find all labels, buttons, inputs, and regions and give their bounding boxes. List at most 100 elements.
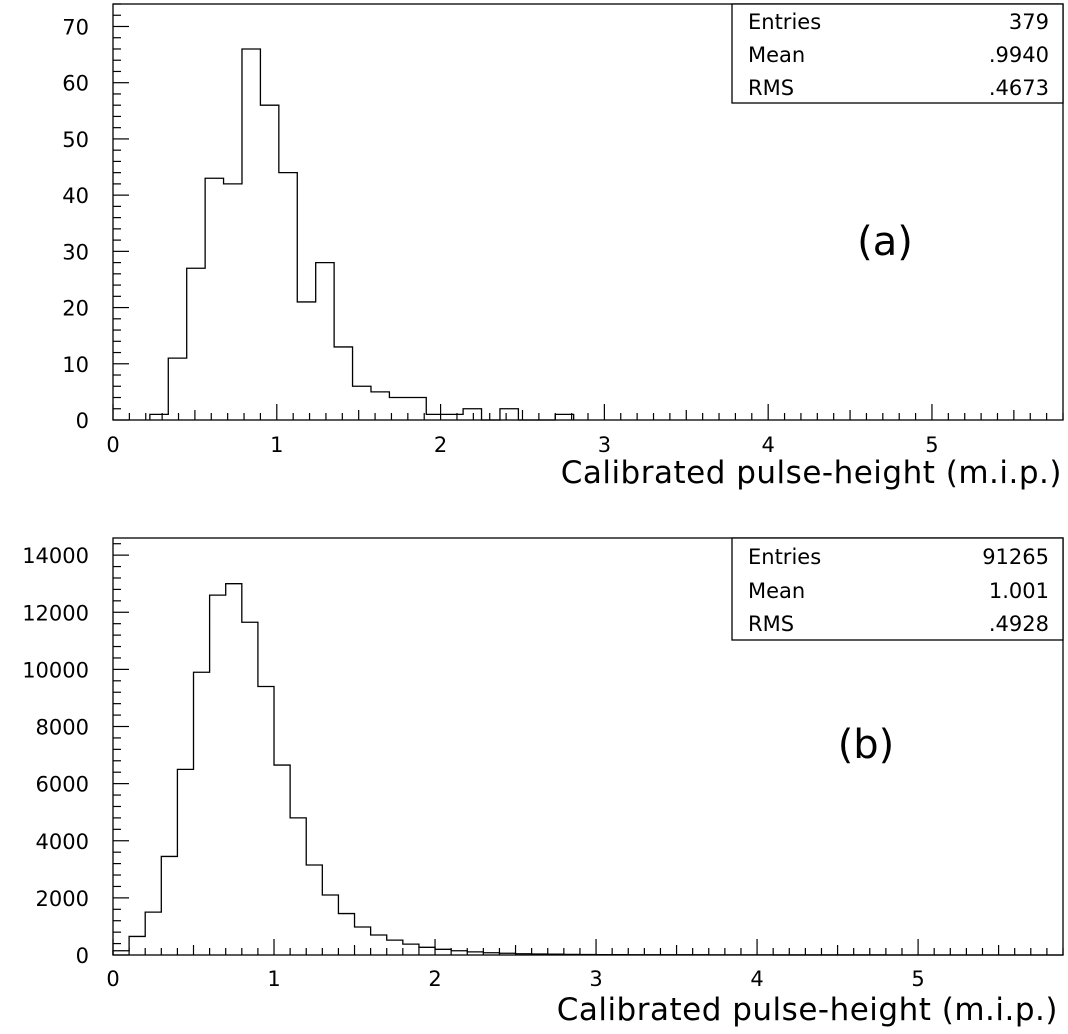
stat-entries-value: 91265 (982, 545, 1049, 569)
histogram-bar (419, 947, 435, 955)
y-tick-label: 60 (62, 72, 89, 96)
x-tick-label: 5 (925, 433, 938, 457)
y-tick-label: 6000 (36, 773, 89, 797)
stat-rms-label: RMS (748, 76, 794, 100)
x-axis-label: Calibrated pulse-height (m.i.p.) (557, 992, 1058, 1028)
histogram-bar (387, 940, 403, 955)
histogram-bar (274, 765, 290, 955)
histogram-bar (499, 953, 515, 955)
histogram-bar (242, 49, 260, 420)
histogram-bar (564, 954, 580, 955)
y-tick-label: 0 (76, 409, 89, 433)
histogram-bar (150, 414, 168, 420)
stat-mean-label: Mean (748, 579, 805, 603)
stat-entries-value: 379 (1009, 10, 1049, 34)
histogram-bar (334, 347, 352, 420)
histogram-bar (451, 951, 467, 955)
histogram-bar (516, 954, 532, 955)
histogram-bar (187, 268, 205, 420)
x-tick-label: 4 (761, 433, 774, 457)
histogram-bar (353, 386, 371, 420)
histogram-bar (226, 584, 242, 955)
histogram-bar (445, 414, 463, 420)
histogram-bar (483, 953, 499, 955)
stats-box: Entries 91265 Mean 1.001 RMS .4928 (731, 537, 1064, 641)
histogram-bar (297, 302, 315, 420)
histogram-bar (290, 818, 306, 955)
y-tick-label: 40 (62, 184, 89, 208)
x-tick-label: 1 (267, 967, 280, 991)
histogram-bar (389, 398, 407, 420)
stat-rms-label: RMS (748, 612, 794, 636)
y-tick-label: 8000 (36, 716, 89, 740)
x-axis-label: Calibrated pulse-height (m.i.p.) (561, 455, 1062, 491)
histogram-bar (532, 954, 548, 955)
y-tick-label: 20 (62, 297, 89, 321)
histogram-bar (580, 954, 596, 955)
x-tick-label: 2 (434, 433, 447, 457)
histogram-bar (224, 184, 242, 420)
histogram-bar (322, 895, 338, 955)
histogram-bar (500, 409, 518, 420)
stat-rms-value: .4673 (989, 76, 1049, 100)
panel-b: 0 1 2 3 4 5 0 2000 4000 6000 8000 10000 12000 14000 Ca… (22, 537, 1064, 1028)
histogram-bar (145, 912, 161, 955)
histogram-bar (194, 672, 210, 955)
y-tick-label: 10 (62, 353, 89, 377)
stat-mean-value: 1.001 (989, 579, 1049, 603)
histogram-bar (260, 105, 278, 420)
histogram-bar (371, 935, 387, 955)
y-tick-label: 14000 (22, 544, 89, 568)
y-tick-label: 0 (76, 944, 89, 968)
y-tick-label: 4000 (36, 830, 89, 854)
histogram-bar (161, 856, 177, 955)
stats-box: Entries 379 Mean .9940 RMS .4673 (731, 3, 1064, 104)
stat-rms-value: .4928 (989, 612, 1049, 636)
histogram-bar (426, 414, 444, 420)
histogram-bar (177, 769, 193, 955)
y-tick-label: 12000 (22, 601, 89, 625)
histogram-bar (435, 949, 451, 955)
histogram-bar (548, 954, 564, 955)
histogram-bar (113, 951, 129, 955)
histogram-bar (316, 263, 334, 420)
stat-entries-label: Entries (748, 545, 821, 569)
histogram-bar (467, 952, 483, 955)
histogram-bar (168, 358, 186, 420)
stats-box-frame (731, 3, 1064, 104)
stat-mean-label: Mean (748, 43, 805, 67)
x-tick-label: 1 (270, 433, 283, 457)
panel-label: (b) (838, 722, 895, 768)
x-tick-label: 0 (106, 967, 119, 991)
histogram-bar (129, 936, 145, 955)
stat-entries-label: Entries (748, 10, 821, 34)
y-tick-label: 30 (62, 240, 89, 264)
histogram-bar (408, 398, 426, 420)
x-tick-label: 4 (750, 967, 763, 991)
y-tick-label: 10000 (22, 658, 89, 682)
histogram-bar (371, 392, 389, 420)
y-tick-label: 50 (62, 128, 89, 152)
y-tick-label: 70 (62, 15, 89, 39)
stats-box-frame (731, 537, 1064, 641)
stat-mean-value: .9940 (989, 43, 1049, 67)
histogram-bins (149, 48, 575, 421)
x-tick-label: 5 (911, 967, 924, 991)
histogram-bar (555, 414, 573, 420)
y-tick-label: 2000 (36, 887, 89, 911)
histogram-bar (463, 409, 481, 420)
histogram-bar (355, 927, 371, 955)
histogram-bar (338, 914, 354, 955)
histogram-bar (403, 944, 419, 955)
histogram-bar (258, 687, 274, 955)
histogram-bar (306, 865, 322, 955)
histogram-bar (242, 622, 258, 955)
histogram-bar (205, 178, 223, 420)
histogram-bar (279, 173, 297, 420)
histogram-bar (210, 595, 226, 955)
x-tick-label: 0 (106, 433, 119, 457)
x-tick-label: 3 (598, 433, 611, 457)
panel-label: (a) (857, 219, 913, 265)
